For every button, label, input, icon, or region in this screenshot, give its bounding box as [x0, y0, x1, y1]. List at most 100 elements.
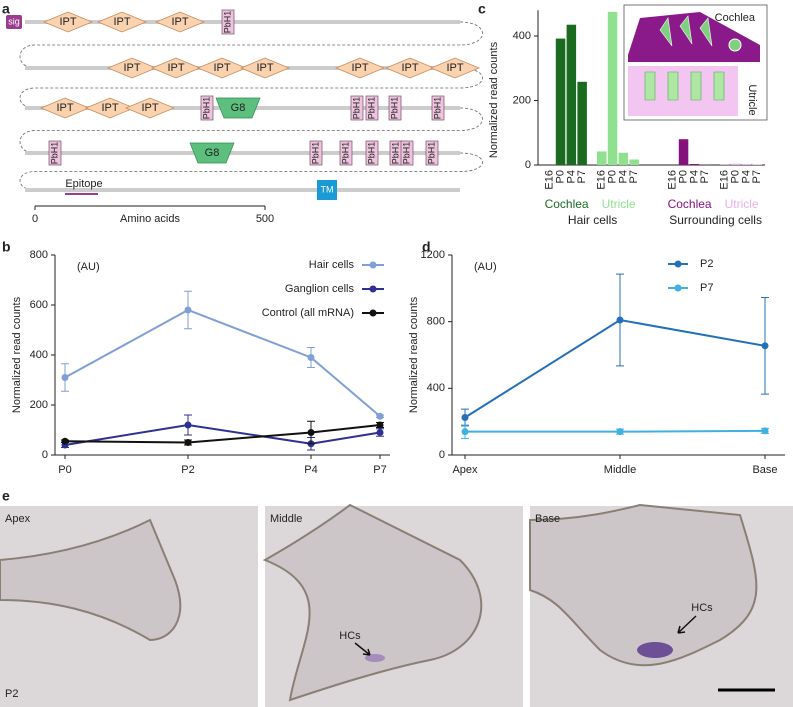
pbh1-domain: [221, 9, 235, 35]
legend-marker: [674, 260, 682, 268]
y-tick-label: 0: [525, 159, 531, 171]
tissue-outline: [0, 518, 182, 642]
domain-label: IPT: [351, 62, 368, 74]
g8-domain: [189, 142, 235, 164]
data-point: [616, 316, 624, 324]
domain-label: PbH1: [340, 142, 350, 165]
row-connector: [19, 152, 483, 191]
data-point: [461, 414, 469, 421]
y-axis-label: Normalized read counts: [408, 296, 420, 413]
y-tick-label: 1200: [421, 249, 445, 261]
x-tick-label: E16: [719, 170, 731, 190]
hc-annotation: HCs: [339, 630, 361, 642]
domain-label: PbH1: [432, 97, 442, 120]
domain-label: PbH1: [351, 97, 361, 120]
x-tick-label: P7: [576, 170, 588, 183]
y-tick-label: 400: [513, 30, 531, 42]
data-point: [307, 354, 315, 361]
x-tick-label: P7: [751, 170, 763, 183]
data-point: [761, 427, 769, 435]
bar: [607, 11, 618, 165]
domain-label: PbH1: [390, 142, 400, 165]
y-tick-label: 400: [30, 349, 48, 361]
data-point: [61, 437, 69, 445]
x-tick-label: P7: [373, 464, 386, 476]
data-point: [461, 428, 469, 436]
panel-label: a: [2, 1, 10, 17]
pbh1-domain: [400, 140, 414, 166]
data-point: [184, 421, 192, 429]
panel-label: c: [478, 1, 486, 17]
domain-label: PbH1: [401, 142, 411, 165]
domain-label: IPT: [213, 62, 230, 74]
group-label: Hair cells: [568, 213, 617, 227]
legend-label: P2: [700, 258, 713, 270]
y-tick-label: 0: [42, 449, 48, 461]
domain-label: IPT: [256, 62, 273, 74]
g8-domain: [215, 97, 261, 119]
bar: [577, 81, 587, 165]
bar: [730, 163, 741, 165]
bar: [618, 152, 629, 165]
panel-label: d: [422, 239, 431, 255]
stage-label: P2: [5, 688, 18, 700]
pbh1-domain: [365, 95, 379, 121]
domain-label: PbH1: [366, 97, 376, 120]
domain-label: IPT: [167, 62, 184, 74]
data-point: [376, 412, 384, 420]
micrograph-label: Base: [535, 513, 560, 525]
micrograph-label: Apex: [5, 513, 31, 525]
scale-tick-label: 500: [256, 213, 274, 225]
row-connector: [19, 67, 483, 109]
domain-label: PbH1: [310, 142, 320, 165]
domain-label: IPT: [401, 62, 418, 74]
domain-label: IPT: [56, 102, 73, 114]
inset: Cochlea Utricle: [623, 4, 768, 121]
bar: [678, 139, 689, 165]
domain-label: TM: [321, 184, 334, 194]
y-tick-label: 0: [439, 449, 445, 461]
pbh1-domain: [48, 140, 62, 166]
x-tick-label: P7: [699, 170, 711, 183]
x-tick-label: P4: [565, 170, 577, 183]
x-tick-label: P4: [740, 170, 752, 183]
y-tick-label: 800: [30, 249, 48, 261]
ipt-domain: [429, 57, 481, 79]
legend-marker: [369, 309, 377, 317]
ipt-domain: [154, 11, 206, 33]
domain-label: IPT: [446, 62, 463, 74]
bar: [555, 38, 566, 165]
data-point: [616, 428, 624, 436]
pbh1-domain: [200, 95, 214, 121]
data-point: [184, 306, 192, 314]
legend-label: Hair cells: [309, 259, 355, 271]
group-sublabel: Cochlea: [545, 197, 589, 211]
pbh1-domain: [309, 140, 323, 166]
data-point: [376, 421, 384, 429]
panel-label: e: [2, 488, 10, 504]
tissue-outline: [262, 503, 483, 702]
pbh1-domain: [431, 95, 445, 121]
row-connector: [19, 21, 483, 69]
domain-label: IPT: [171, 16, 188, 28]
y-tick-label: 200: [513, 94, 531, 106]
series-line: [465, 429, 766, 433]
tissue-outline: [529, 503, 758, 667]
domain-label: PbH1: [426, 142, 436, 165]
unit-annotation: (AU): [474, 261, 497, 273]
pbh1-domain: [350, 95, 364, 121]
series-line: [464, 318, 766, 419]
domain-label: G8: [231, 102, 246, 114]
y-tick-label: 200: [30, 399, 48, 411]
tm-domain: [317, 180, 337, 200]
domain-label: PbH1: [49, 142, 59, 165]
inset-label: Cochlea: [715, 12, 756, 24]
domain-label: PbH1: [222, 11, 232, 34]
data-point: [761, 342, 769, 350]
y-tick-label: 400: [427, 382, 445, 394]
ipt-domain: [96, 11, 148, 33]
domain-label: PbH1: [201, 97, 211, 120]
x-tick-label: P4: [617, 170, 629, 183]
panel-label: b: [2, 239, 11, 255]
